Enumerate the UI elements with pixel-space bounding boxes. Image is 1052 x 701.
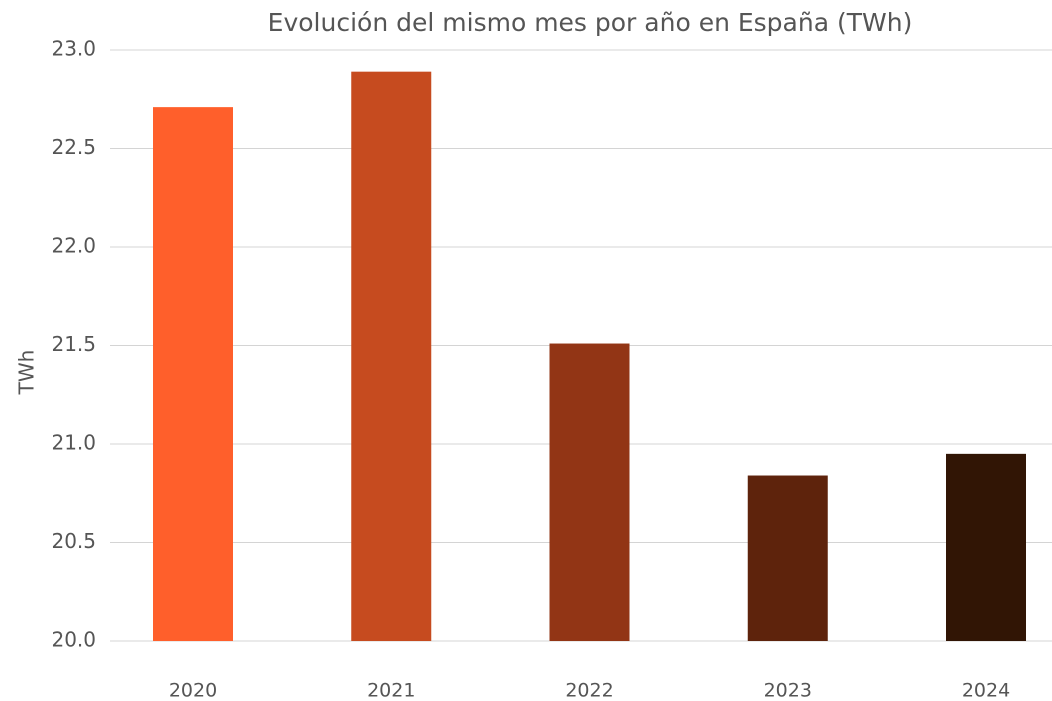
- x-tick-label: 2023: [764, 680, 812, 701]
- chart-title: Evolución del mismo mes por año en Españ…: [268, 8, 913, 37]
- y-tick-label: 23.0: [51, 37, 96, 61]
- bar: [351, 71, 432, 642]
- bar: [549, 343, 630, 641]
- bar: [747, 475, 828, 641]
- y-tick-label: 20.0: [51, 628, 96, 652]
- x-tick-label: 2020: [169, 680, 217, 701]
- y-tick-label: 22.5: [51, 135, 96, 159]
- y-tick-label: 21.5: [51, 332, 96, 356]
- y-axis-label: TWh: [15, 350, 39, 396]
- x-tick-label: 2022: [565, 680, 613, 701]
- bar: [153, 107, 233, 641]
- bar: [946, 453, 1026, 641]
- y-tick-label: 21.0: [51, 431, 96, 455]
- x-tick-label: 2021: [367, 680, 415, 701]
- x-tick-label: 2024: [962, 680, 1010, 701]
- y-tick-label: 20.5: [51, 529, 96, 553]
- y-tick-label: 22.0: [51, 234, 96, 258]
